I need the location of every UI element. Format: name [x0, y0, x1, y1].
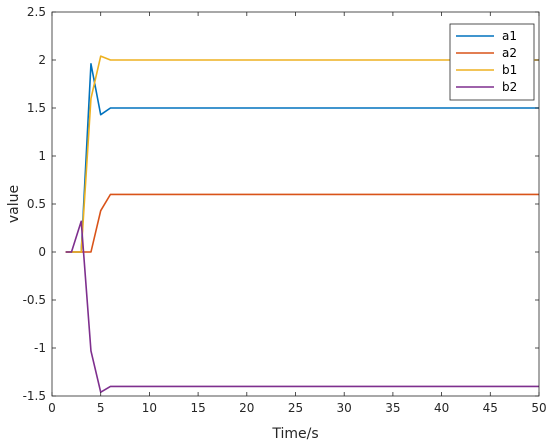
- y-tick-label: 2.5: [27, 5, 46, 19]
- series-line-b2: [65, 220, 539, 393]
- series-line-a2: [65, 193, 539, 253]
- series-line-b1: [65, 55, 539, 253]
- x-tick-label: 20: [239, 401, 254, 415]
- x-tick-label: 25: [288, 401, 303, 415]
- x-tick-label: 15: [190, 401, 205, 415]
- y-tick-label: 0.5: [27, 197, 46, 211]
- x-tick-label: 50: [531, 401, 546, 415]
- ticks: 0 5 10 15 20 25 30 35 40 45 50 -1.5 -1 -0.5 0 0.5 1 1.5 2 2…: [23, 5, 547, 415]
- y-axis-label: value: [6, 185, 22, 223]
- x-tick-label: 40: [434, 401, 449, 415]
- y-tick-label: -1.5: [23, 389, 46, 403]
- x-tick-label: 45: [483, 401, 498, 415]
- y-tick-label: -1: [34, 341, 46, 355]
- x-tick-label: 30: [337, 401, 352, 415]
- y-tick-label: 2: [38, 53, 46, 67]
- legend-label-b1: b1: [502, 63, 517, 77]
- x-axis-label: Time/s: [271, 426, 318, 442]
- y-tick-label: -0.5: [23, 293, 46, 307]
- y-tick-label: 1.5: [27, 101, 46, 115]
- series-group: [65, 55, 539, 393]
- legend-label-a2: a2: [502, 46, 517, 60]
- x-tick-label: 0: [48, 401, 56, 415]
- x-tick-label: 5: [97, 401, 105, 415]
- y-tick-label: 1: [38, 149, 46, 163]
- x-tick-label: 35: [385, 401, 400, 415]
- legend-label-b2: b2: [502, 80, 517, 94]
- legend-label-a1: a1: [502, 29, 517, 43]
- x-tick-label: 10: [142, 401, 157, 415]
- y-tick-label: 0: [38, 245, 46, 259]
- legend: a1 a2 b1 b2: [449, 23, 535, 101]
